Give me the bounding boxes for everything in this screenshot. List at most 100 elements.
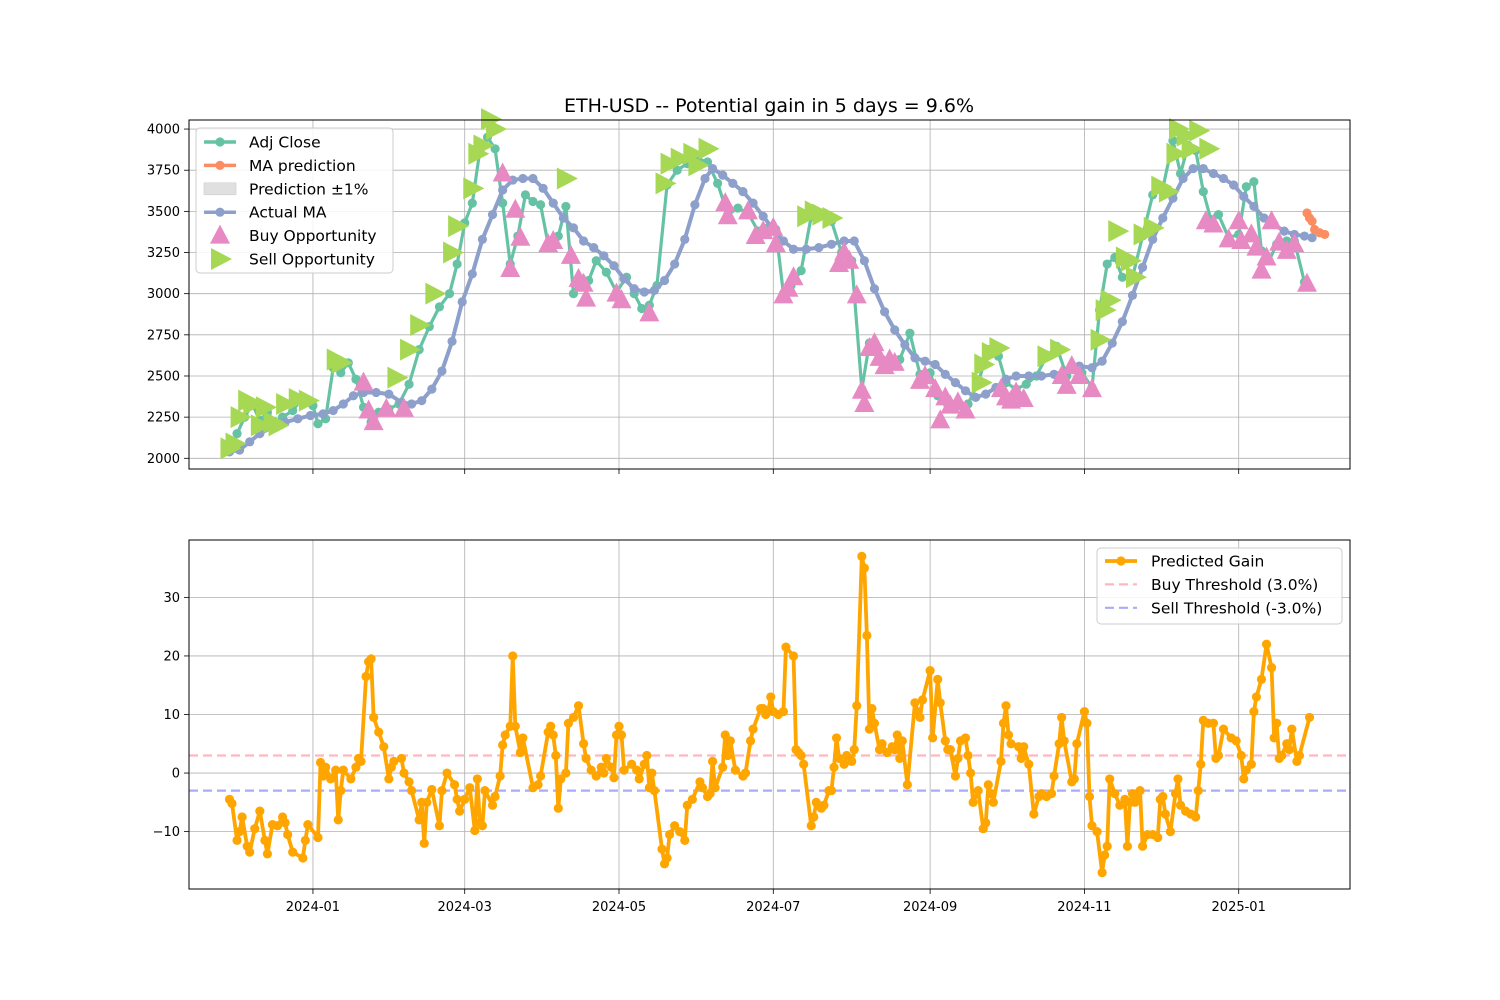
predicted-gain-point	[455, 806, 465, 816]
predicted-gain-point	[1079, 706, 1090, 717]
predicted-gain-point	[710, 783, 720, 793]
gain-legend: Predicted Gain Buy Threshold (3.0%) Sell T…	[1096, 547, 1343, 625]
predicted-gain-point	[414, 815, 424, 825]
actual-ma-point	[338, 399, 348, 409]
actual-ma-point	[328, 405, 338, 416]
buy-opportunity-marker	[915, 364, 936, 384]
predicted-gain-point	[725, 736, 735, 746]
actual-ma-point	[305, 410, 316, 421]
gain-legend-entry: Sell Threshold (-3.0%)	[1105, 599, 1322, 617]
actual-ma-point	[910, 353, 920, 363]
predicted-gain-point	[1137, 841, 1148, 851]
gain-y-ticks: −10 0 10 20 30	[153, 591, 189, 840]
legend-swatch-marker	[215, 137, 225, 147]
predicted-gain-point	[578, 739, 589, 749]
buy-opportunity-marker	[738, 200, 758, 220]
buy-opportunity-marker	[846, 284, 867, 304]
buy-opportunity-marker	[1082, 378, 1102, 398]
predicted-gain-point	[933, 674, 943, 684]
buy-opportunity-marker	[955, 399, 976, 419]
actual-ma-point	[670, 259, 680, 269]
sell-opportunity-marker	[1166, 142, 1188, 165]
predicted-gain-point	[1284, 745, 1294, 755]
predicted-gain-point	[915, 712, 925, 723]
adj-close-point	[637, 303, 647, 314]
sell-opportunity-marker	[1181, 137, 1203, 160]
adj-close-point	[713, 178, 723, 188]
predicted-gain-point	[500, 730, 510, 740]
actual-ma-point	[960, 386, 971, 396]
predicted-gain-point	[487, 800, 498, 810]
actual-ma-point	[680, 234, 690, 244]
actual-ma-point	[778, 236, 789, 246]
gain-y-tick-label: 10	[163, 708, 180, 723]
predicted-gain-point	[535, 771, 546, 781]
predicted-gain-point	[561, 768, 571, 778]
gain-x-tick-label: 2025-01	[1212, 900, 1266, 915]
actual-ma-point	[318, 409, 328, 419]
actual-ma-point	[826, 239, 837, 249]
predicted-gain-point	[1218, 724, 1229, 734]
predicted-gain-point	[237, 812, 247, 822]
predicted-gain-point	[1294, 750, 1305, 761]
predicted-gain-point	[778, 706, 789, 717]
predicted-gain-point	[910, 698, 920, 708]
price-y-ticks: 2000 2250 2500 2750 3000 3250 3500 3750 4000	[147, 123, 189, 467]
predicted-gain-point	[945, 745, 955, 755]
gain-legend-label: Buy Threshold (3.0%)	[1151, 576, 1318, 594]
sell-opportunity-marker	[331, 351, 353, 374]
buy-opportunity-marker	[1218, 228, 1239, 248]
actual-ma-point	[649, 285, 660, 295]
actual-ma-point	[498, 185, 508, 195]
actual-ma-point	[1178, 173, 1188, 184]
actual-ma-point	[293, 414, 303, 424]
buy-opportunity-marker	[394, 397, 414, 417]
predicted-gain-point	[998, 718, 1009, 728]
actual-ma-point	[1117, 317, 1127, 327]
adj-close-point	[1241, 182, 1251, 192]
predicted-gain-point	[518, 733, 528, 743]
predicted-gain-point	[1165, 827, 1176, 837]
sell-opportunity-marker	[473, 134, 495, 157]
predicted-gain-point	[422, 797, 432, 807]
predicted-gain-point	[262, 849, 273, 859]
actual-ma-point	[1107, 338, 1117, 348]
predicted-gain-point	[434, 821, 445, 831]
predicted-gain-point	[902, 780, 912, 790]
buy-opportunity-marker	[1256, 246, 1277, 266]
predicted-gain-point	[950, 771, 961, 781]
predicted-gain-point	[1102, 841, 1112, 851]
actual-ma-point	[384, 389, 394, 399]
predicted-gain-point	[766, 692, 776, 702]
price-legend-label: Sell Opportunity	[249, 251, 375, 269]
price-legend-label: Buy Opportunity	[249, 227, 377, 245]
sell-opportunity-marker	[556, 167, 578, 190]
adj-close-point	[1198, 187, 1208, 197]
predicted-gain-point	[895, 753, 905, 764]
gain-x-tick-label: 2024-01	[286, 900, 340, 915]
sell-opportunity-marker	[1199, 137, 1221, 160]
predicted-gain-point	[963, 750, 973, 761]
gain-legend-label: Predicted Gain	[1151, 553, 1264, 571]
sell-opportunity-marker	[1037, 345, 1059, 368]
predicted-gain-point	[781, 642, 791, 652]
actual-ma-point	[971, 392, 981, 402]
buy-opportunity-marker	[884, 351, 905, 371]
actual-ma-point	[437, 366, 447, 376]
actual-ma-point	[1249, 201, 1259, 212]
legend-swatch-marker	[1116, 556, 1126, 566]
gain-series	[189, 551, 1350, 878]
gain-x-tick-label: 2024-09	[903, 900, 957, 915]
actual-ma-point	[1279, 226, 1289, 236]
predicted-gain-point	[1158, 791, 1168, 802]
predicted-gain-series	[224, 551, 1315, 878]
gain-y-tick-label: 30	[163, 591, 180, 606]
sell-opportunity-marker	[255, 396, 277, 419]
predicted-gain-point	[1160, 809, 1170, 819]
actual-ma-point	[659, 275, 670, 286]
actual-ma-point	[548, 198, 558, 208]
price-y-tick-label: 2750	[147, 328, 180, 343]
predicted-gain-point	[313, 832, 323, 843]
predicted-gain-point	[877, 739, 887, 749]
buy-opportunity-marker	[376, 397, 397, 417]
